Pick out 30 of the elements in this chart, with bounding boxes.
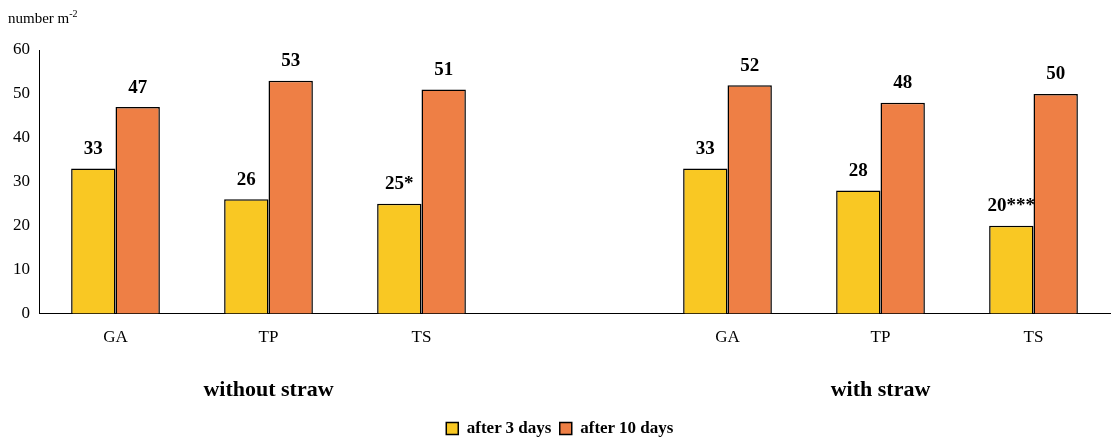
x-tick-label: GA xyxy=(715,327,741,347)
data-label: 20*** xyxy=(987,194,1036,216)
data-label: 28 xyxy=(848,158,868,180)
y-tick-label: 60 xyxy=(13,39,30,59)
data-label: 33 xyxy=(695,137,715,159)
y-axis-title: number m$^{-2}$ xyxy=(8,8,78,27)
data-label: 48 xyxy=(893,71,913,93)
x-tick-label: TS xyxy=(411,327,432,347)
data-label: 51 xyxy=(434,57,454,79)
data-label: 52 xyxy=(740,53,760,75)
y-tick-label: 40 xyxy=(13,127,30,147)
data-label: 25* xyxy=(385,172,414,194)
data-label: 50 xyxy=(1046,62,1066,84)
y-tick-label: 30 xyxy=(13,171,30,191)
x-tick-label: GA xyxy=(103,327,129,347)
text: with straw xyxy=(830,375,931,401)
x-tick-label: TS xyxy=(1023,327,1044,347)
y-tick-label: 50 xyxy=(13,83,30,103)
y-tick-label: 0 xyxy=(21,303,30,323)
data-label: 33 xyxy=(83,137,103,159)
data-label: 26 xyxy=(236,167,256,189)
data-label: 53 xyxy=(281,49,301,71)
y-tick-label: 20 xyxy=(13,215,30,235)
legend-label: after 3 days xyxy=(466,417,552,437)
data-label: 47 xyxy=(128,75,148,97)
y-tick-label: 10 xyxy=(13,259,30,279)
x-tick-label: TP xyxy=(258,327,279,347)
x-tick-label: TP xyxy=(870,327,891,347)
legend-label: after 10 days xyxy=(580,417,674,437)
text: without straw xyxy=(203,375,334,401)
